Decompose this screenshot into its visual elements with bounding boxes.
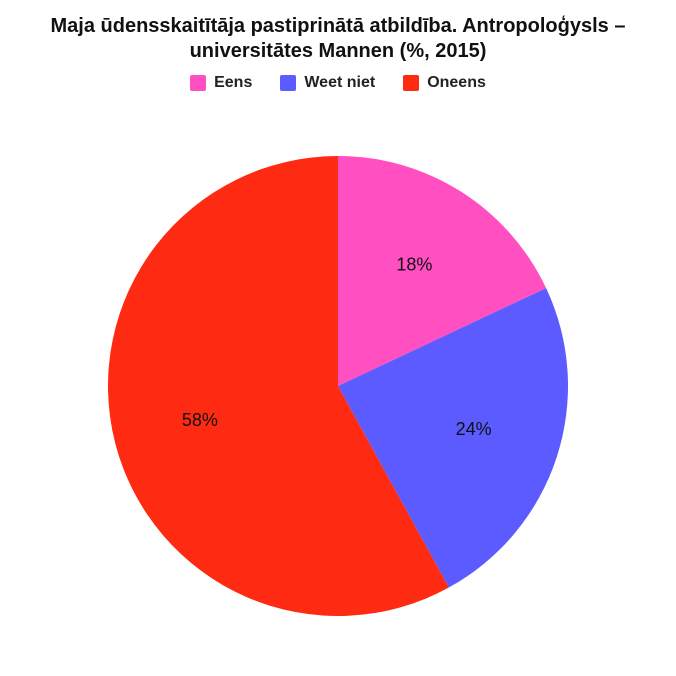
pie-chart-area: 18% 24% 58%	[0, 96, 676, 676]
legend-item[interactable]: Oneens	[403, 74, 486, 92]
legend-swatch	[403, 75, 419, 91]
chart-title-line1: Maja ūdensskaitītāja pastiprinātā atbild…	[51, 14, 626, 39]
legend-label: Weet niet	[304, 74, 375, 92]
chart-container: Maja ūdensskaitītāja pastiprinātā atbild…	[0, 0, 676, 676]
pie-chart: 18% 24% 58%	[98, 146, 578, 626]
chart-title: Maja ūdensskaitītāja pastiprinātā atbild…	[31, 14, 646, 64]
chart-title-line2: universitātes Mannen (%, 2015)	[51, 39, 626, 64]
legend-item[interactable]: Weet niet	[280, 74, 375, 92]
legend-label: Eens	[214, 74, 252, 92]
legend: Eens Weet niet Oneens	[190, 74, 486, 92]
legend-item[interactable]: Eens	[190, 74, 252, 92]
pie-slice-label: 24%	[456, 419, 492, 439]
legend-swatch	[280, 75, 296, 91]
legend-label: Oneens	[427, 74, 486, 92]
pie-slice-label: 18%	[396, 254, 432, 274]
legend-swatch	[190, 75, 206, 91]
pie-slice-label: 58%	[182, 410, 218, 430]
